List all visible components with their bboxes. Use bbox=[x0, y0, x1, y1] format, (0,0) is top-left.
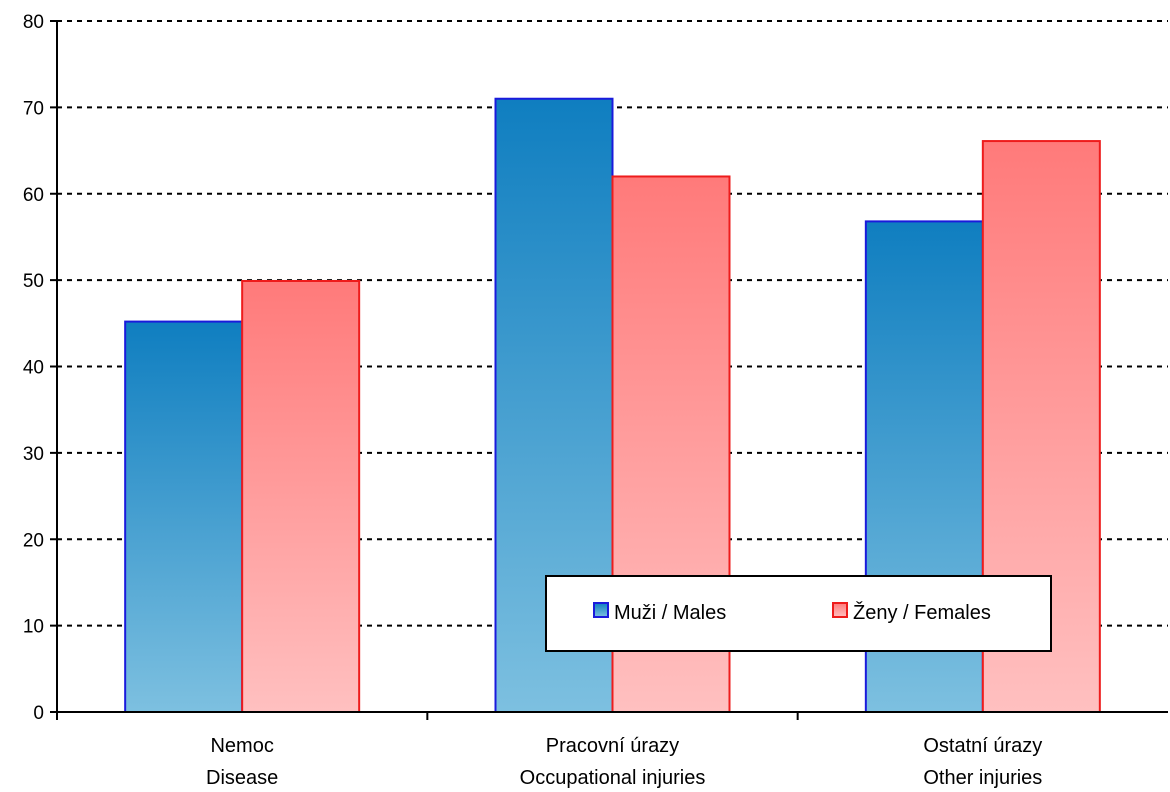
category-label: Pracovní úrazy bbox=[546, 735, 679, 757]
legend-swatch-females bbox=[832, 602, 848, 618]
bar-females-0 bbox=[241, 279, 361, 713]
legend-label-females: Ženy / Females bbox=[853, 601, 991, 624]
y-tick-label: 40 bbox=[23, 358, 44, 379]
legend-label-males: Muži / Males bbox=[614, 602, 726, 624]
axes bbox=[50, 20, 1168, 720]
y-tick-label: 80 bbox=[23, 12, 44, 33]
legend-swatch-males bbox=[593, 602, 609, 618]
y-tick-label: 20 bbox=[23, 530, 44, 551]
bar-males-0 bbox=[124, 320, 244, 713]
y-tick-label: 30 bbox=[23, 444, 44, 465]
category-label: Other injuries bbox=[923, 767, 1042, 789]
y-tick-label: 60 bbox=[23, 185, 44, 206]
y-tick-label: 50 bbox=[23, 271, 44, 292]
y-tick-label: 70 bbox=[23, 98, 44, 119]
y-tick-label: 0 bbox=[33, 703, 44, 724]
legend: Muži / Males Ženy / Females bbox=[545, 575, 1052, 652]
legend-box bbox=[545, 575, 1052, 652]
tick-labels: 0 10 20 30 40 50 60 70 80 Nemoc Disease Pracovní úr… bbox=[23, 12, 1042, 789]
category-label: Occupational injuries bbox=[520, 767, 706, 789]
category-label: Nemoc bbox=[210, 735, 273, 757]
category-label: Ostatní úrazy bbox=[923, 735, 1042, 757]
y-tick-label: 10 bbox=[23, 617, 44, 638]
category-label: Disease bbox=[206, 767, 278, 789]
